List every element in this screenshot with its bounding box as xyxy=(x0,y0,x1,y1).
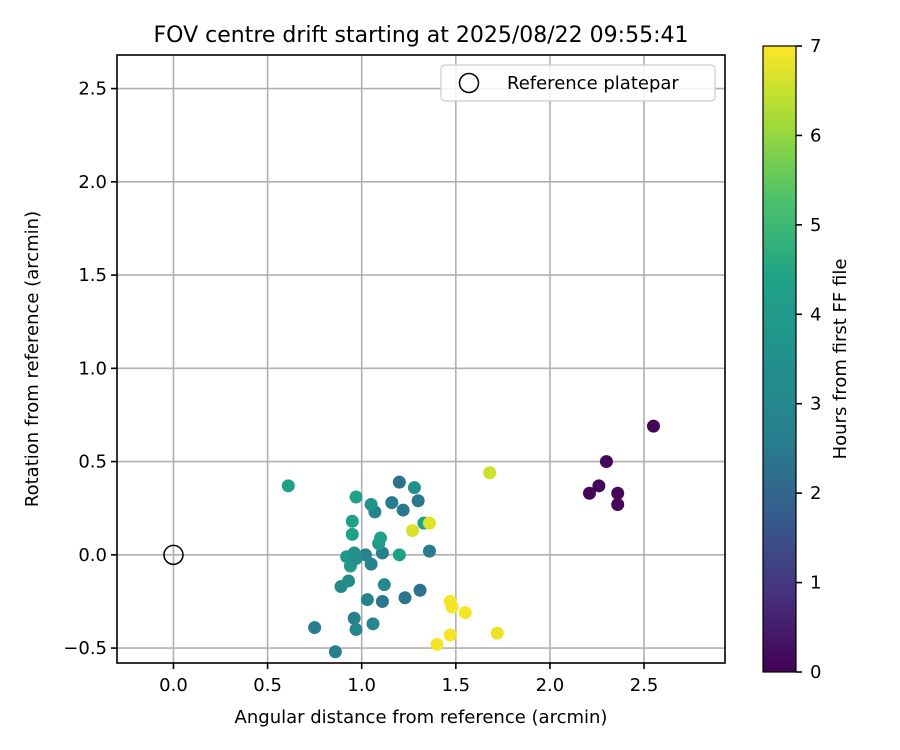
data-point xyxy=(385,496,399,510)
data-point xyxy=(611,486,625,500)
legend-box xyxy=(440,64,716,102)
data-point xyxy=(582,486,596,500)
data-point xyxy=(377,578,391,592)
data-point xyxy=(347,611,361,625)
data-point xyxy=(349,490,363,504)
data-point xyxy=(443,628,457,642)
data-point xyxy=(349,622,363,636)
data-point xyxy=(646,419,660,433)
data-point xyxy=(366,617,380,631)
colorbar-tick-label: 3 xyxy=(810,394,821,415)
y-tick-label: 0.5 xyxy=(78,452,107,473)
x-tick-label: 2.0 xyxy=(536,675,565,696)
data-point xyxy=(308,621,322,635)
colorbar-label: Hours from first FF file xyxy=(830,259,851,460)
colorbar-tick-label: 0 xyxy=(810,662,821,683)
x-axis-label: Angular distance from reference (arcmin) xyxy=(235,707,608,728)
chart-title: FOV centre drift starting at 2025/08/22 … xyxy=(154,23,689,48)
data-point xyxy=(281,479,295,493)
data-point xyxy=(483,466,497,480)
data-point xyxy=(364,557,378,571)
legend-label: Reference platepar xyxy=(507,73,679,94)
reference-marker xyxy=(163,544,184,566)
data-point xyxy=(375,594,389,608)
data-point xyxy=(411,494,425,508)
y-tick-label: 1.5 xyxy=(78,265,107,286)
data-point xyxy=(430,637,444,651)
x-tick-label: 2.5 xyxy=(630,675,659,696)
data-point xyxy=(328,645,342,659)
data-point xyxy=(611,497,625,511)
grid xyxy=(117,55,725,663)
colorbar: 0 1 2 3 4 5 6 7 Hours from first FF file xyxy=(762,36,851,683)
data-point xyxy=(345,527,359,541)
data-point xyxy=(422,516,436,530)
colorbar-tick-label: 6 xyxy=(810,125,821,146)
axis-ticks: 0.0 0.5 1.0 1.5 2.0 2.5 −0.5 0.0 0.5 1.0 1.5 2.0 2.5 xyxy=(63,79,658,696)
x-tick-label: 0.5 xyxy=(253,675,282,696)
data-point xyxy=(392,548,406,562)
data-point xyxy=(599,455,613,469)
colorbar-tick-label: 1 xyxy=(810,573,821,594)
y-axis-label: Rotation from reference (arcmin) xyxy=(22,211,43,507)
x-tick-label: 0.0 xyxy=(159,675,188,696)
colorbar-gradient xyxy=(762,45,797,673)
data-point xyxy=(360,593,374,607)
data-points xyxy=(163,419,660,659)
y-tick-label: −0.5 xyxy=(63,638,107,659)
legend-marker-icon xyxy=(458,72,480,94)
data-point xyxy=(422,544,436,558)
data-point xyxy=(398,591,412,605)
y-tick-label: 2.0 xyxy=(78,172,107,193)
data-point xyxy=(345,514,359,528)
data-point xyxy=(342,574,356,588)
data-point xyxy=(396,503,410,517)
data-point xyxy=(458,606,472,620)
colorbar-tick-label: 2 xyxy=(810,483,821,504)
data-point xyxy=(392,475,406,489)
colorbar-tick-label: 7 xyxy=(810,36,821,57)
colorbar-tick-label: 5 xyxy=(810,215,821,236)
data-point xyxy=(445,600,459,614)
data-point xyxy=(374,531,388,545)
data-point xyxy=(406,524,420,538)
x-tick-label: 1.0 xyxy=(347,675,376,696)
data-point xyxy=(407,481,421,495)
data-point xyxy=(413,583,427,597)
colorbar-tick-label: 4 xyxy=(810,304,821,325)
colorbar-ticks: 0 1 2 3 4 5 6 7 xyxy=(796,36,821,683)
data-point xyxy=(364,497,378,511)
data-point xyxy=(490,626,504,640)
legend: Reference platepar xyxy=(440,64,716,102)
plot-frame xyxy=(116,54,726,664)
y-tick-label: 0.0 xyxy=(78,545,107,566)
x-tick-label: 1.5 xyxy=(442,675,471,696)
data-point xyxy=(349,552,363,566)
y-tick-label: 1.0 xyxy=(78,358,107,379)
data-point xyxy=(592,479,606,493)
y-tick-label: 2.5 xyxy=(78,79,107,100)
